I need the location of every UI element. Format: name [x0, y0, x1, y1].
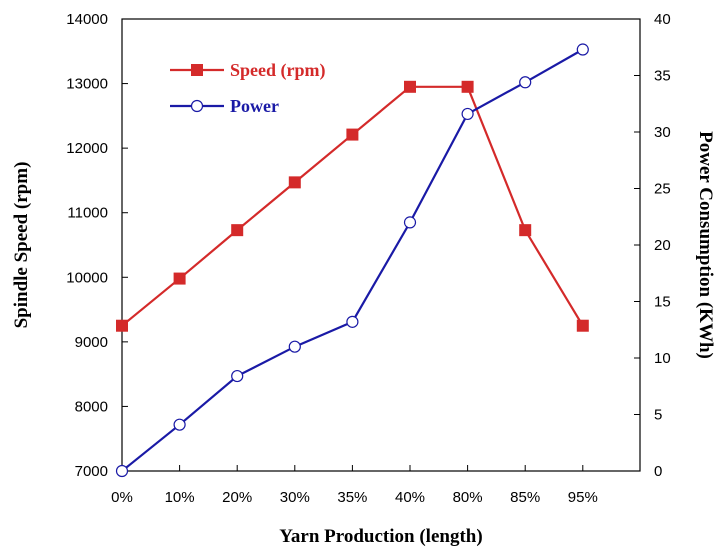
right-y-tick-label: 30: [654, 124, 671, 141]
left-y-axis-title: Spindle Speed (rpm): [11, 162, 32, 329]
power-data-point: [403, 216, 417, 229]
right-y-tick-label: 0: [654, 463, 662, 480]
left-y-tick-label: 8000: [75, 398, 108, 415]
power-data-point: [519, 76, 532, 89]
x-tick-label: 35%: [337, 489, 367, 506]
legend: Speed (rpm) Power: [170, 60, 326, 116]
legend-speed-marker: [191, 64, 203, 76]
x-tick-label: 40%: [395, 489, 425, 506]
power-data-point: [115, 464, 129, 478]
right-y-tick-label: 35: [654, 68, 671, 85]
left-y-tick-label: 9000: [75, 334, 108, 351]
right-y-tick-label: 15: [654, 294, 671, 311]
speed-data-point: [461, 80, 474, 93]
right-y-tick-label: 40: [654, 11, 671, 28]
speed-data-point: [116, 319, 128, 332]
speed-data-point: [288, 176, 301, 189]
right-y-tick-label: 20: [654, 237, 671, 254]
right-y-axis-title: Power Consumption (KWh): [695, 131, 716, 359]
left-y-tick-label: 14000: [66, 11, 108, 28]
speed-data-point: [519, 224, 532, 237]
left-y-tick-label: 13000: [66, 76, 108, 93]
speed-data-point: [576, 319, 589, 332]
power-data-point: [173, 418, 186, 431]
right-y-tick-label: 5: [654, 407, 662, 424]
x-tick-label: 0%: [111, 489, 133, 506]
x-tick-label: 30%: [280, 489, 310, 506]
right-y-axis: 0 5 10 15 20 25 30 35 40: [634, 11, 671, 480]
right-y-tick-label: 25: [654, 181, 671, 198]
speed-data-point: [346, 128, 359, 141]
speed-data-point: [173, 272, 186, 285]
right-y-tick-label: 10: [654, 350, 671, 367]
power-data-point: [288, 340, 301, 353]
plot-area: [121, 18, 641, 472]
x-tick-label: 80%: [453, 489, 483, 506]
power-data-point: [231, 369, 244, 383]
legend-power-label: Power: [230, 96, 279, 116]
speed-data-point: [231, 224, 244, 237]
left-y-tick-label: 7000: [75, 463, 108, 480]
left-y-tick-label: 10000: [66, 269, 108, 286]
legend-power-marker: [190, 99, 204, 113]
x-tick-label: 20%: [222, 489, 252, 506]
power-data-point: [346, 315, 359, 328]
x-tick-label: 85%: [510, 489, 540, 506]
left-y-axis: 7000 8000 9000 10000 11000 12000 13000 14000: [66, 11, 128, 480]
left-y-tick-label: 12000: [66, 140, 108, 157]
speed-data-point: [404, 80, 416, 93]
x-axis: 0% 10% 20% 30% 35% 40% 80% 85% 95%: [111, 465, 598, 506]
left-y-tick-label: 11000: [67, 205, 108, 222]
x-axis-title: Yarn Production (length): [279, 526, 482, 547]
legend-speed-label: Speed (rpm): [230, 60, 326, 81]
x-tick-label: 95%: [568, 489, 598, 506]
series-layer: [115, 43, 589, 478]
x-tick-label: 10%: [165, 489, 195, 506]
power-data-point: [461, 107, 474, 121]
power-data-point: [576, 43, 589, 56]
